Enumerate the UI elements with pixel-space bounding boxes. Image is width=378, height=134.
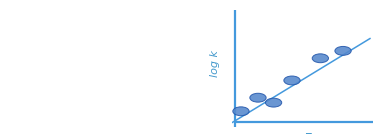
Text: log k: log k xyxy=(211,50,220,77)
Ellipse shape xyxy=(312,54,328,63)
Ellipse shape xyxy=(335,46,351,55)
Text: E₁: E₁ xyxy=(304,132,317,134)
Ellipse shape xyxy=(233,107,249,116)
Ellipse shape xyxy=(284,76,300,85)
Ellipse shape xyxy=(250,93,266,102)
Ellipse shape xyxy=(265,98,282,107)
